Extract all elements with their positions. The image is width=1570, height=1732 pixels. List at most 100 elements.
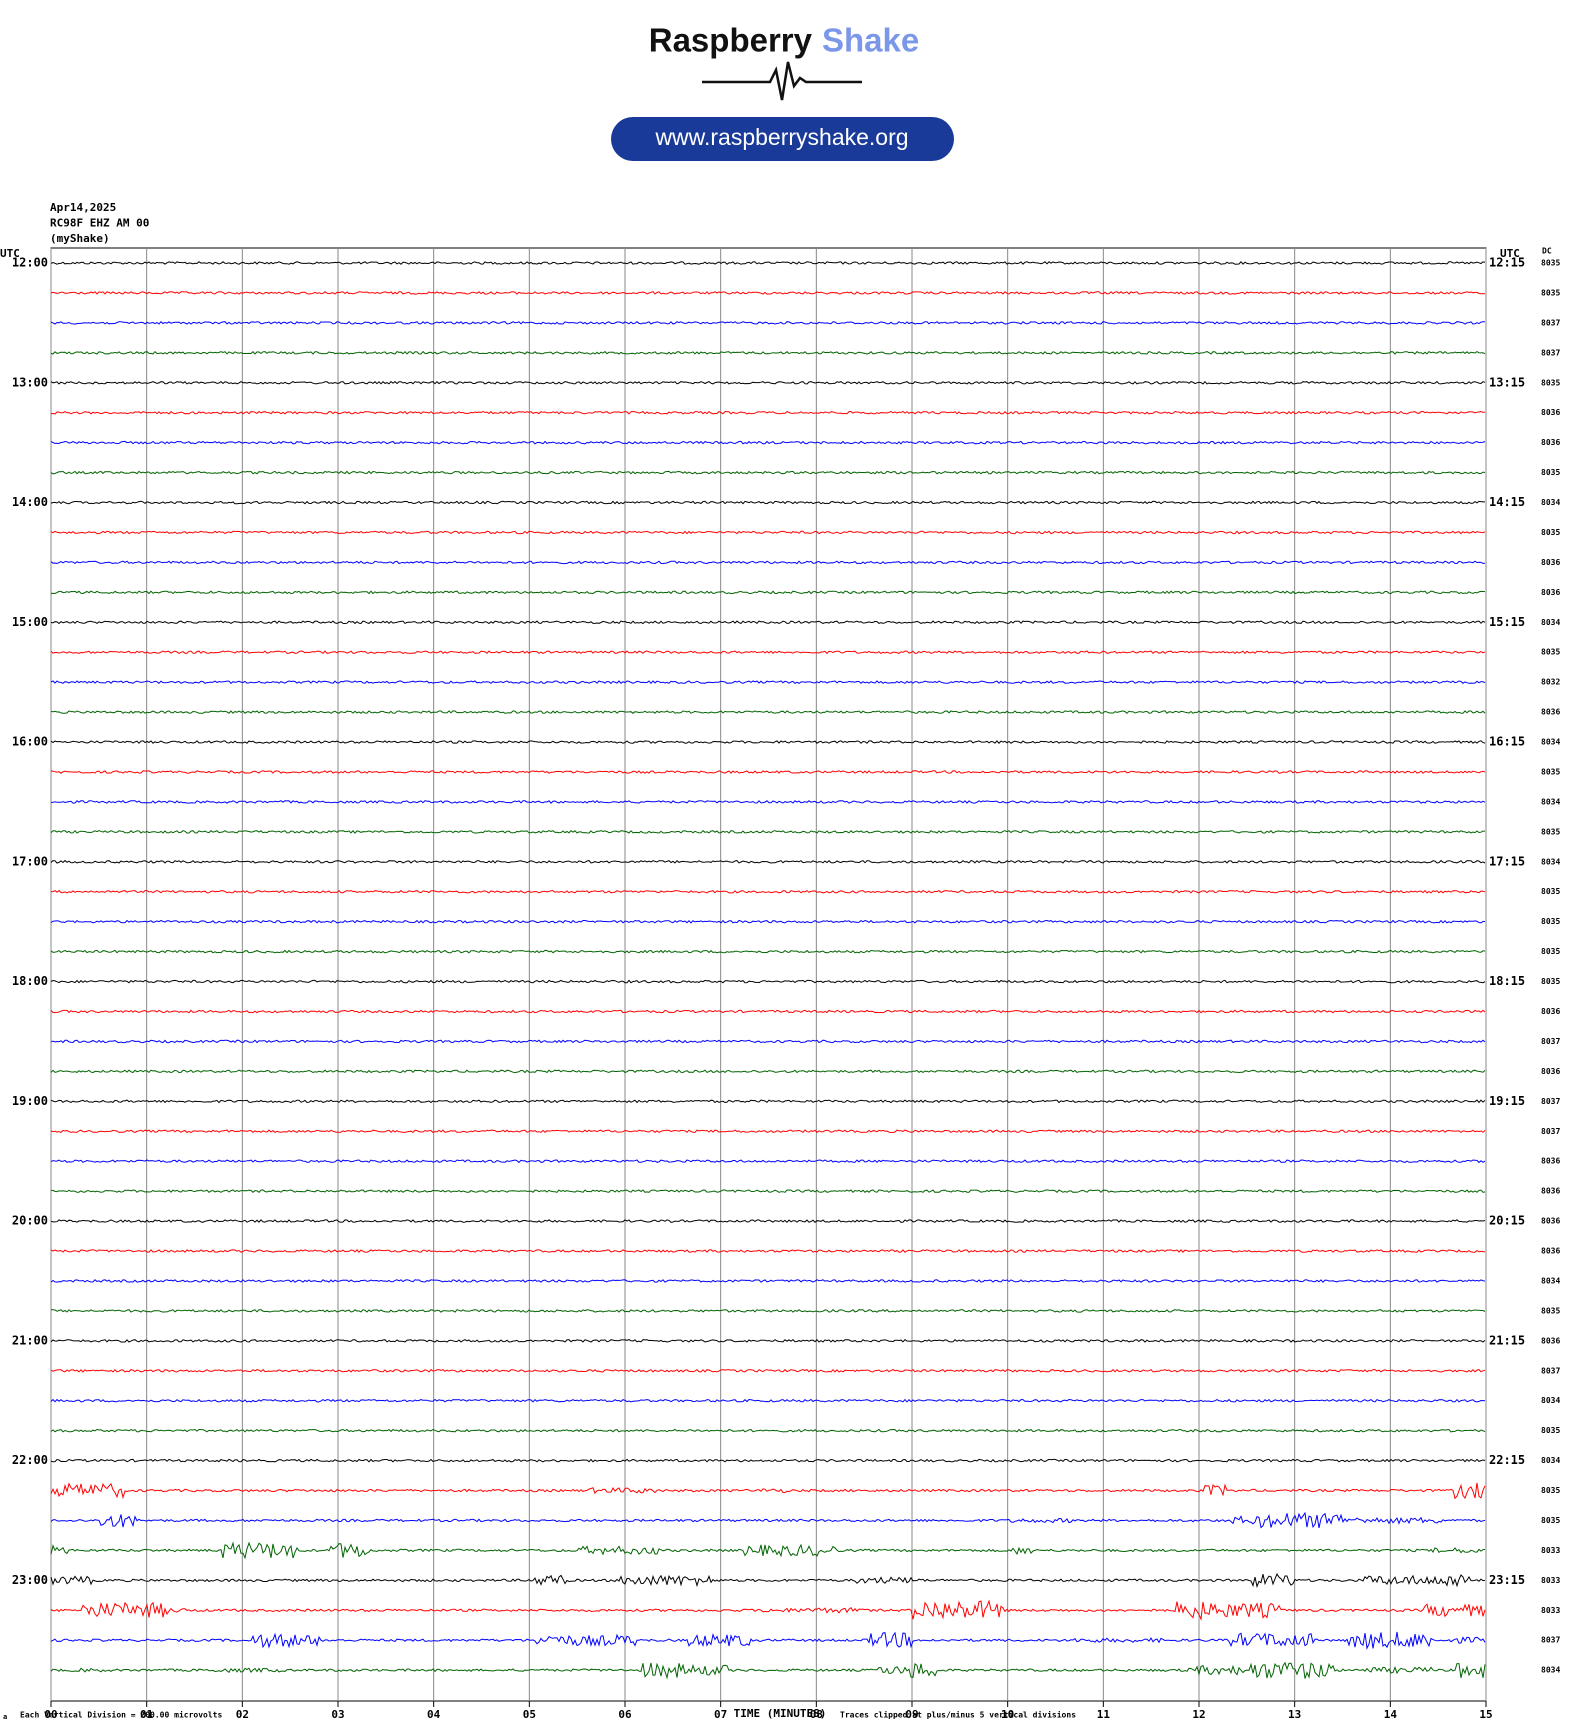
trace [50,1249,1486,1253]
dc-value: 8037 [1541,1097,1560,1106]
right-time-label: 15:15 [1489,615,1525,629]
trace [50,740,1486,744]
left-time-label: 17:00 [12,854,48,868]
right-time-label: 14:15 [1489,495,1525,509]
corner-mark: a [3,1713,7,1721]
trace [50,1159,1486,1164]
dc-value: 8035 [1541,1486,1560,1495]
left-time-label: 21:00 [12,1333,48,1347]
dc-value: 8036 [1541,588,1560,597]
trace [50,1009,1486,1014]
trace [50,1573,1486,1589]
dc-value: 8035 [1541,887,1560,896]
clip-note: Traces clipped at plus/minus 5 vertical … [840,1710,1076,1720]
dc-value: 8036 [1541,438,1560,447]
trace [50,1428,1486,1433]
trace [50,590,1486,595]
dc-value: 8037 [1541,1037,1560,1046]
dc-value: 8036 [1541,558,1560,567]
dc-value: 8035 [1541,767,1560,776]
url-pill[interactable] [611,117,954,161]
dc-value: 8033 [1541,1546,1560,1555]
left-time-label: 16:00 [12,735,48,749]
left-time-label: 20:00 [12,1214,48,1228]
trace [50,710,1486,714]
trace [50,620,1486,625]
left-time-label: 13:00 [12,375,48,389]
dc-value: 8036 [1541,1187,1560,1196]
right-time-label: 12:15 [1489,256,1525,270]
dc-value: 8035 [1541,1306,1560,1315]
right-time-label: 21:15 [1489,1333,1525,1347]
right-time-label: 13:15 [1489,375,1525,389]
trace [50,1511,1486,1529]
info-line: (myShake) [50,232,110,245]
dc-value: 8036 [1541,1336,1560,1345]
trace [50,560,1486,565]
x-tick-label: 01 [140,1708,154,1721]
trace [50,1069,1486,1074]
trace [50,1129,1486,1134]
right-time-label: 19:15 [1489,1094,1525,1108]
dc-value: 8037 [1541,1366,1560,1375]
trace [50,291,1486,295]
trace [50,949,1486,954]
left-time-label: 15:00 [12,615,48,629]
trace [51,1309,1486,1313]
dc-value: 8036 [1541,1007,1560,1016]
right-axis-title: UTC [1500,247,1520,260]
trace [50,1398,1486,1403]
trace [50,859,1486,864]
trace [50,350,1486,355]
trace [50,770,1486,774]
dc-value: 8036 [1541,1157,1560,1166]
dc-value: 8037 [1541,1127,1560,1136]
trace [50,1482,1486,1500]
dc-value: 8036 [1541,1247,1560,1256]
x-tick-label: 15 [1479,1708,1492,1721]
dc-value: 8034 [1541,1456,1560,1465]
trace [50,1099,1486,1104]
dc-value: 8035 [1541,1426,1560,1435]
dc-value: 8035 [1541,468,1560,477]
right-time-label: 20:15 [1489,1214,1525,1228]
x-tick-label: 07 [714,1708,727,1721]
trace [50,1599,1486,1621]
scale-note: Each Vertical Division = 200.00 microvol… [20,1710,222,1720]
x-tick-label: 05 [523,1708,536,1721]
x-tick-label: 03 [331,1708,344,1721]
trace [50,1541,1486,1560]
x-tick-label: 00 [44,1708,57,1721]
x-tick-label: 08 [810,1708,823,1721]
trace [50,1219,1486,1224]
trace [50,1661,1486,1680]
trace [50,979,1486,984]
trace [50,1458,1486,1463]
dc-value: 8036 [1541,1217,1560,1226]
x-tick-label: 14 [1384,1708,1398,1721]
left-time-label: 19:00 [12,1094,48,1108]
trace [50,680,1486,685]
url[interactable]: www.raspberryshake.org [654,124,908,150]
trace [50,919,1485,924]
trace [50,1039,1486,1044]
dc-value: 8033 [1541,1606,1560,1615]
plot-frame [50,247,1487,1702]
x-tick-label: 11 [1097,1708,1111,1721]
dc-value: 8036 [1541,408,1560,417]
dc-value: 8034 [1541,1396,1560,1405]
right-time-label: 22:15 [1489,1453,1525,1467]
trace [50,380,1486,385]
trace [50,650,1486,655]
x-tick-label: 12 [1192,1708,1205,1721]
x-axis-title: TIME (MINUTES) [734,1707,827,1720]
dc-value: 8032 [1541,678,1560,687]
trace [50,1338,1486,1343]
trace [50,829,1486,834]
trace [50,1279,1486,1283]
dc-value: 8035 [1541,259,1560,268]
info-line: Apr14,2025 [50,201,116,214]
dc-value: 8034 [1541,1666,1560,1675]
trace [50,261,1486,265]
